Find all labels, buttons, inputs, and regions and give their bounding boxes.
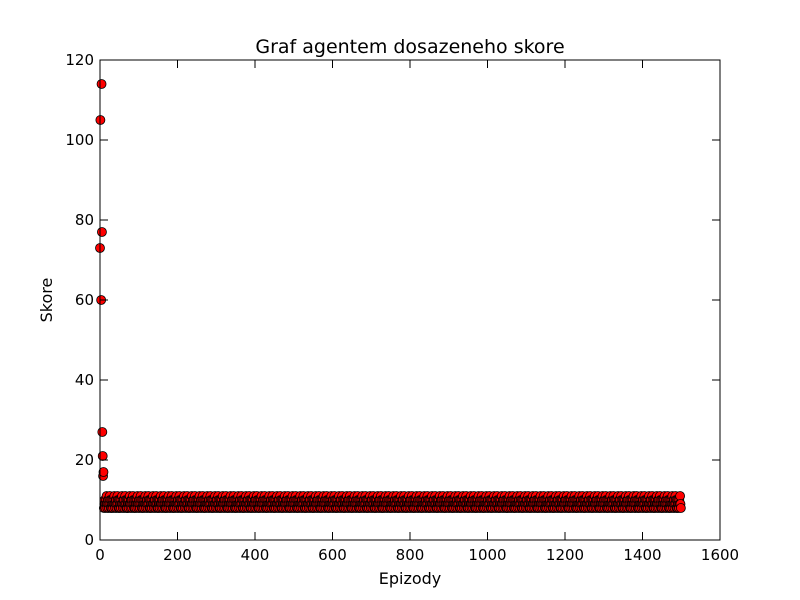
x-tick-label: 1400 <box>623 546 661 564</box>
x-tick-label: 1000 <box>468 546 506 564</box>
x-tick-label: 800 <box>396 546 425 564</box>
data-points <box>95 79 686 513</box>
x-tick-label: 200 <box>163 546 192 564</box>
data-point <box>98 467 109 477</box>
y-tick-label: 20 <box>75 451 94 469</box>
x-tick-label: 1200 <box>546 546 584 564</box>
data-point <box>97 427 108 437</box>
data-point <box>97 227 107 237</box>
chart-title: Graf agentem dosazeneho skore <box>255 36 564 58</box>
y-axis-label: Skore <box>37 278 56 323</box>
y-tick-label: 80 <box>75 211 94 229</box>
x-tick-label: 1600 <box>701 546 739 564</box>
data-point <box>675 503 686 513</box>
data-point <box>96 79 107 89</box>
x-tick-label: 0 <box>95 546 105 564</box>
x-tick-label: 600 <box>318 546 347 564</box>
y-tick-label: 0 <box>84 531 94 549</box>
x-axis-label: Epizody <box>379 569 442 588</box>
y-tick-label: 100 <box>65 131 94 149</box>
y-tick-label: 120 <box>65 51 94 69</box>
y-tick-label: 40 <box>75 371 94 389</box>
axis-ticks: 0 200 400 600 800 1000 1200 1400 1600 0 20 40 60 80 10… <box>65 51 739 564</box>
x-tick-label: 400 <box>241 546 270 564</box>
y-tick-label: 60 <box>75 291 94 309</box>
